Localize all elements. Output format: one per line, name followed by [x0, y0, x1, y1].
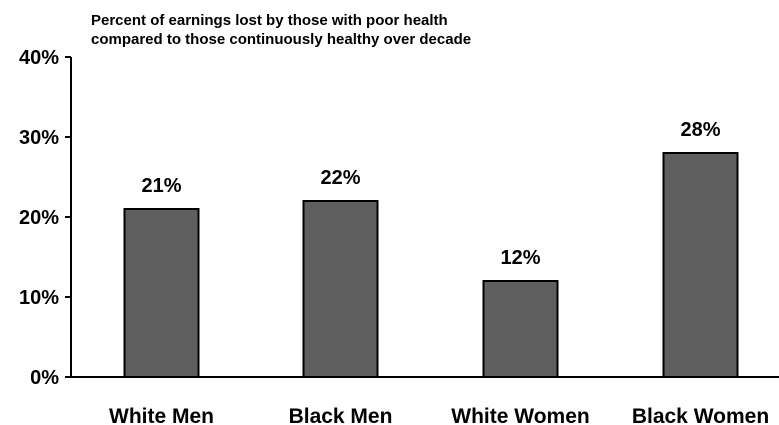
data-labels-group: 21% 22% 12% 28%: [141, 119, 720, 269]
y-tick-label: 10%: [19, 287, 59, 309]
x-axis-labels: White Men Black Men White Women Black Women: [109, 405, 769, 425]
data-label: 22%: [320, 167, 360, 189]
chart-title-line-2: compared to those continuously healthy o…: [91, 31, 471, 48]
data-label: 21%: [141, 175, 181, 197]
bar-black-men: [302, 200, 379, 378]
y-tick-label: 0%: [30, 367, 59, 389]
bars-group: [123, 152, 739, 378]
x-category-label: Black Women: [632, 405, 769, 425]
y-tick-label: 30%: [19, 127, 59, 149]
x-category-label: White Men: [109, 405, 214, 425]
data-label: 12%: [500, 247, 540, 269]
y-tick-label: 20%: [19, 207, 59, 229]
bar-black-women: [662, 152, 739, 378]
bar-white-women: [482, 280, 559, 378]
x-category-label: White Women: [451, 405, 589, 425]
bar-white-men: [123, 208, 200, 378]
y-axis-ticks: 0% 10% 20% 30% 40%: [19, 47, 71, 389]
chart-title-line-1: Percent of earnings lost by those with p…: [91, 12, 448, 29]
y-tick-label: 40%: [19, 47, 59, 69]
x-category-label: Black Men: [289, 405, 393, 425]
data-label: 28%: [680, 119, 720, 141]
